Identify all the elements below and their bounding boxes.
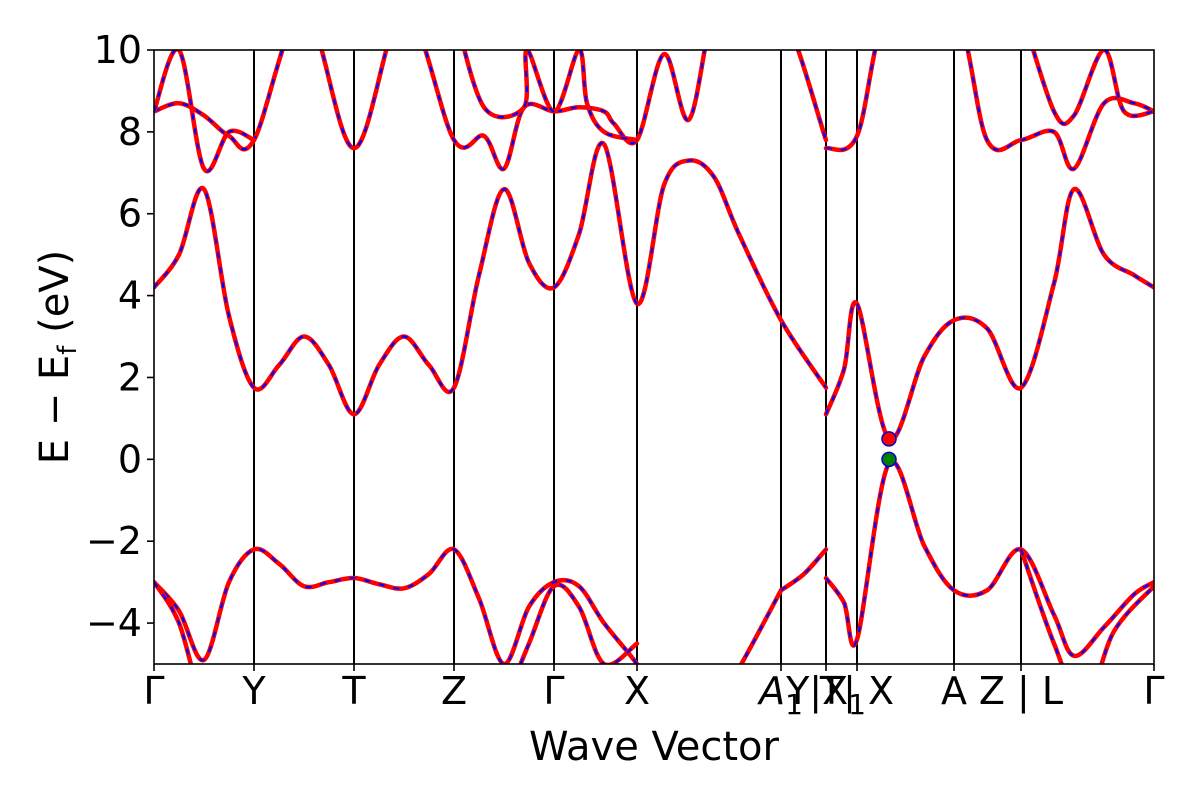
y-axis-label-sub: f <box>53 345 83 355</box>
x-tick-label: T <box>341 669 366 713</box>
x-tick-label: Γ <box>143 669 164 713</box>
y-tick-label: −4 <box>86 601 142 645</box>
plot-area <box>153 49 1155 665</box>
x-tick-label-main: X <box>624 669 650 713</box>
band-line-overlay <box>154 50 828 170</box>
x-tick-label: Γ <box>543 669 564 713</box>
x-tick-label: Y|X1 <box>785 669 866 721</box>
vbm-point <box>881 451 897 468</box>
special-points <box>881 431 897 468</box>
band-line-overlay <box>463 50 638 142</box>
x-tick-label: X <box>624 669 650 713</box>
band-lines <box>154 50 1154 664</box>
x-tick-label-main: Y|X <box>785 669 848 714</box>
band-line-overlay <box>154 141 827 416</box>
band-line <box>518 582 640 664</box>
x-tick-label: A1 <box>756 669 803 721</box>
x-tick-label-sub: 1 <box>848 688 866 721</box>
y-axis-ticks: −4 −2 0 2 4 6 8 10 <box>86 28 154 645</box>
x-tick-label: Z <box>441 669 467 713</box>
x-tick-label-main: T| X <box>819 669 894 714</box>
plot-frame <box>153 49 1155 665</box>
band-line-overlay <box>1019 549 1154 664</box>
band-line-overlay <box>154 581 192 664</box>
y-tick-label: 6 <box>118 192 142 236</box>
y-axis-label-unit: (eV) <box>32 250 78 346</box>
x-tick-label: A <box>941 669 967 713</box>
x-tick-label: Γ <box>1143 669 1164 713</box>
x-tick-label-main: T <box>341 669 366 713</box>
x-tick-label: Z | L <box>979 669 1063 714</box>
cbm-point <box>881 431 897 447</box>
x-tick-label-sub: 1 <box>785 688 803 721</box>
y-axis-label-main: E − E <box>32 355 78 465</box>
band-line <box>823 459 1154 659</box>
band-line <box>778 547 829 593</box>
x-tick-label-main: Γ <box>1143 669 1164 713</box>
x-tick-label-main: Y <box>241 669 266 713</box>
x-tick-label-main: Γ <box>543 669 564 713</box>
x-tick-label-main: A <box>756 669 785 713</box>
y-tick-label: −2 <box>86 519 142 563</box>
x-tick-label-main: A <box>941 669 967 713</box>
x-tick-label-main: Z | L <box>979 669 1063 714</box>
band-line-overlay <box>154 50 255 173</box>
band-line-overlay <box>1032 50 1154 126</box>
y-axis-label: E − Ef (eV) <box>32 250 83 465</box>
y-tick-label: 8 <box>118 110 142 154</box>
band-line-overlay <box>154 547 782 664</box>
x-tick-label-main: Z <box>441 669 467 713</box>
y-tick-label: 0 <box>118 437 142 481</box>
x-axis-label: Wave Vector <box>529 724 780 770</box>
plot-background <box>154 50 1154 664</box>
y-tick-label: 2 <box>118 355 142 399</box>
y-tick-label: 10 <box>94 28 142 72</box>
x-tick-label: T| X <box>819 669 894 714</box>
band-line-overlay <box>824 188 1154 441</box>
band-line-overlay <box>825 50 1154 170</box>
y-tick-label: 4 <box>118 274 142 318</box>
x-tick-label-main: Γ <box>143 669 164 713</box>
kpath-lines <box>253 50 1022 664</box>
x-tick-label: Y <box>241 669 266 713</box>
